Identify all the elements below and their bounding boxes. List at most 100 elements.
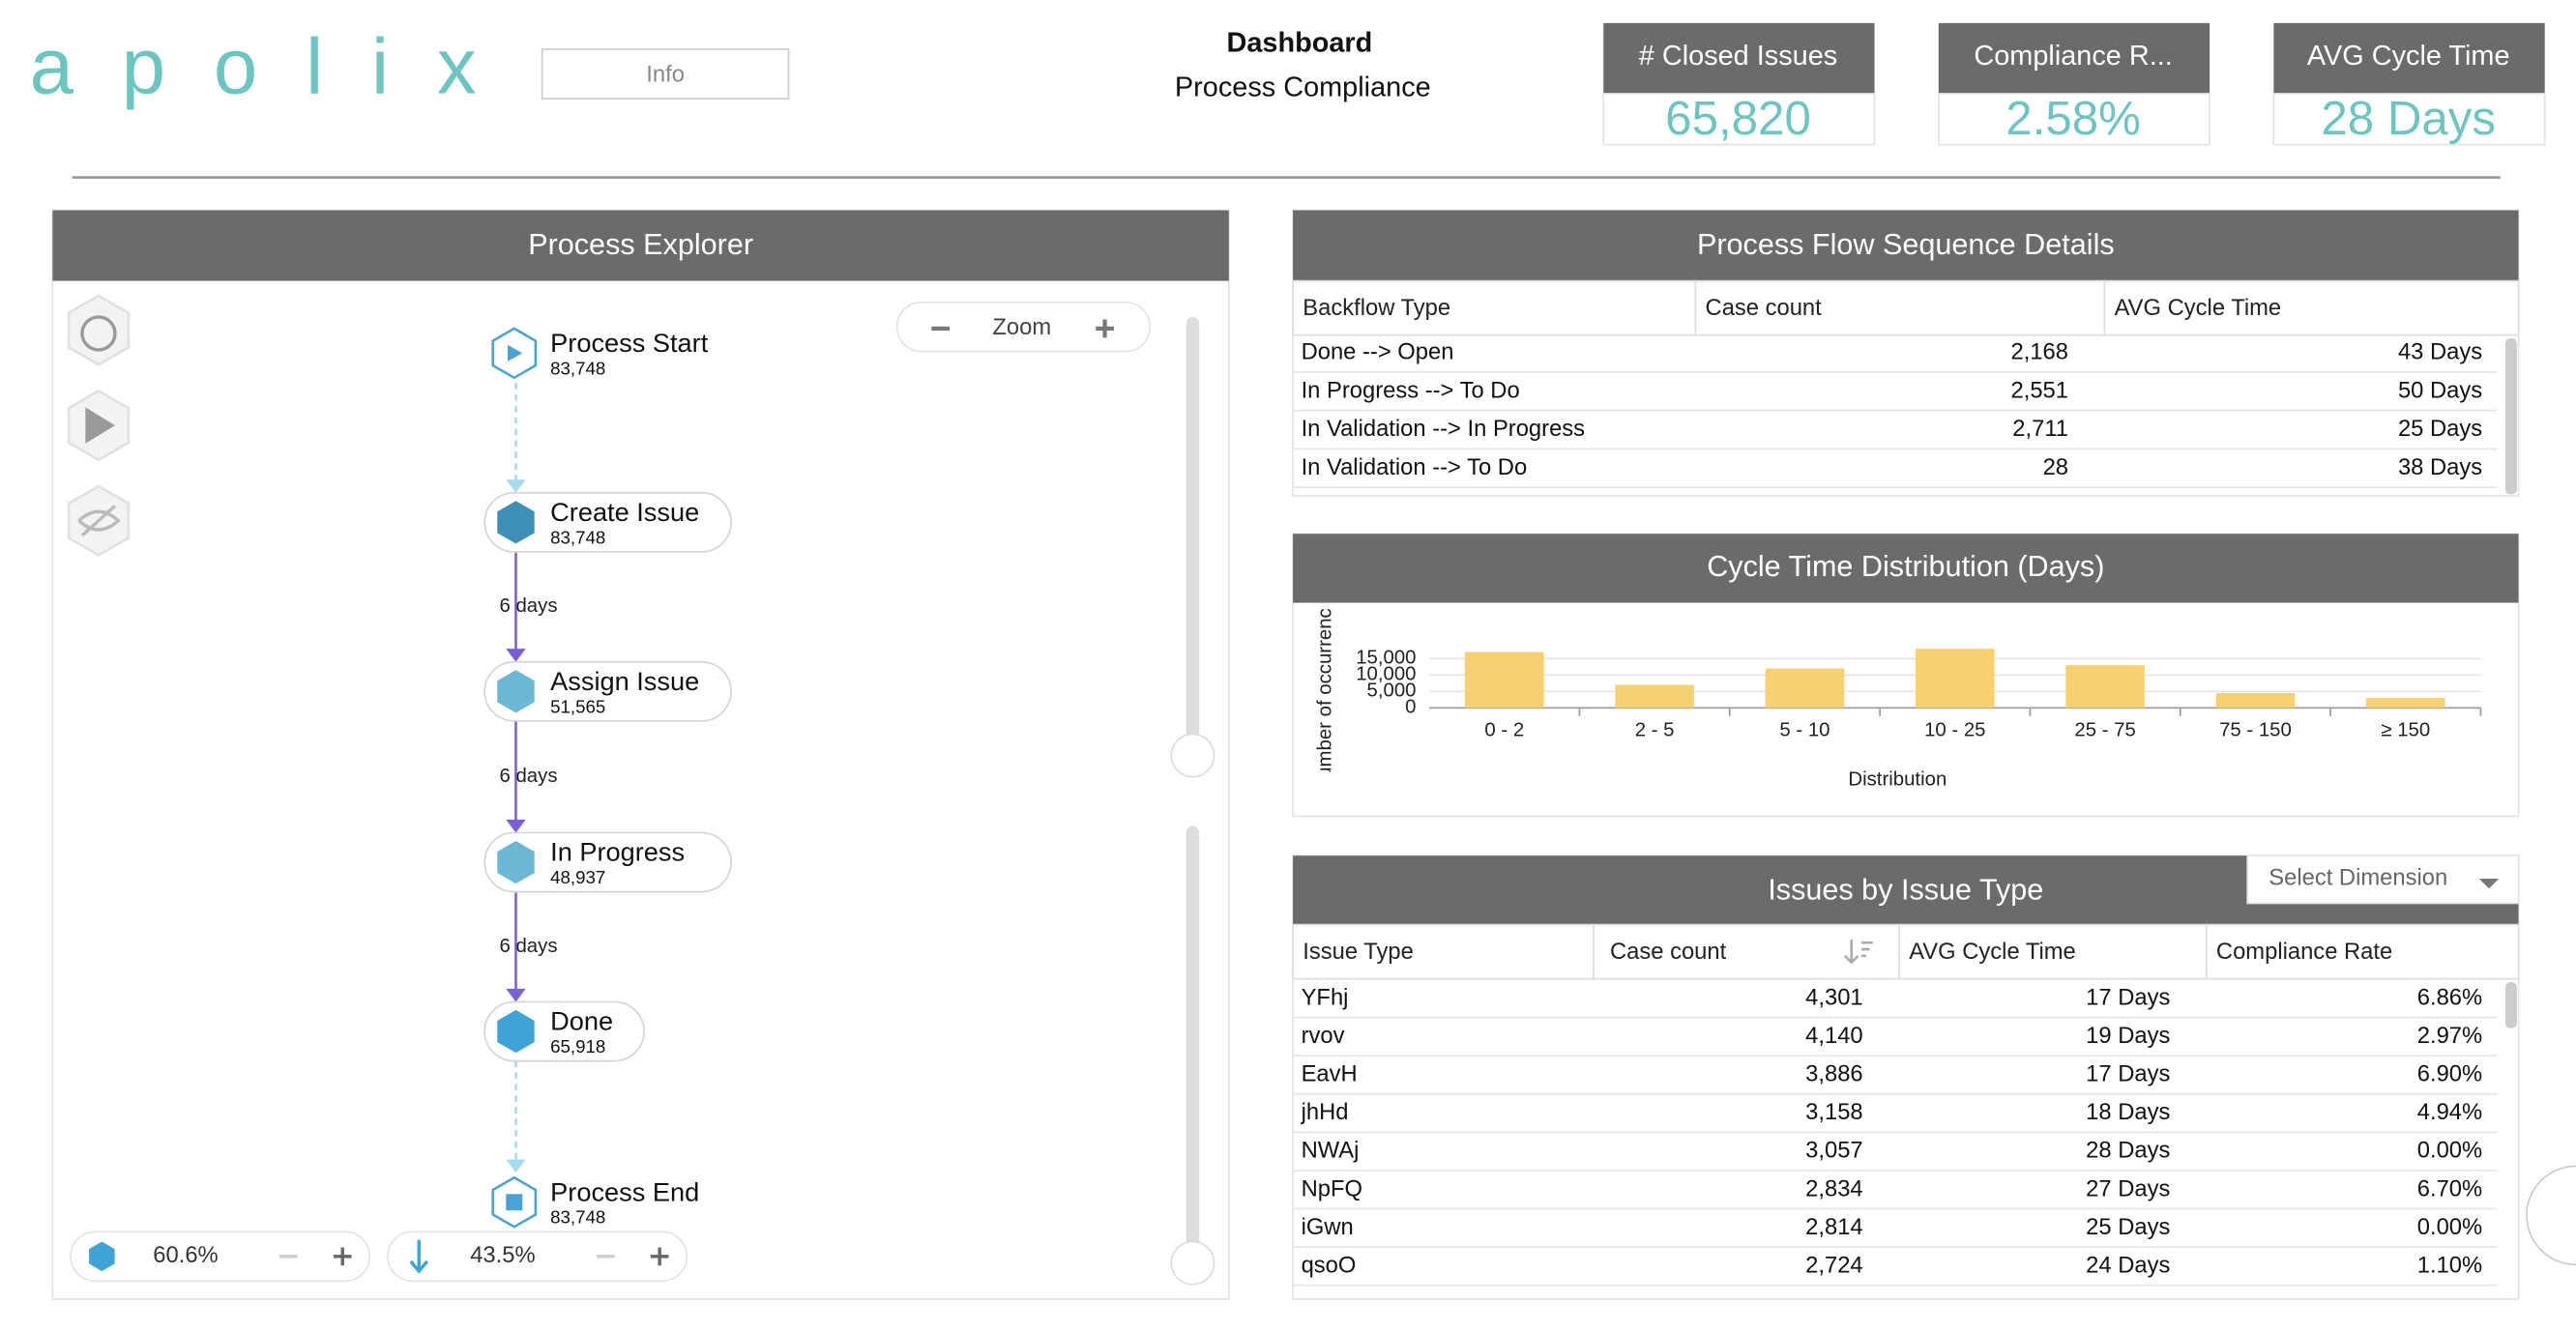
cell: 3,158	[1805, 1099, 1862, 1125]
y-label-clip: Number of occurrences	[1314, 588, 1335, 793]
cell: 19 Days	[2086, 1023, 2170, 1049]
cell: 25 Days	[2398, 416, 2482, 442]
kpi-label: # Closed Issues	[1639, 41, 1837, 72]
node[interactable]	[483, 491, 732, 553]
bar	[2215, 693, 2296, 709]
column-header	[1292, 279, 1697, 336]
cell: 6.86%	[2417, 984, 2482, 1010]
x-tick-label: ≥ 150	[2381, 720, 2430, 741]
node-icon	[497, 501, 535, 544]
node[interactable]	[483, 660, 732, 722]
help-button[interactable]	[2526, 1165, 2576, 1266]
dashboard-subtitle: Process Compliance	[1175, 72, 1431, 102]
cell: YFhj	[1302, 984, 1349, 1010]
node[interactable]	[483, 831, 732, 893]
panel-title: Issues by Issue Type	[1768, 874, 2043, 907]
zoom-in[interactable]	[1096, 319, 1114, 338]
kpi-value: 28 Days	[2321, 92, 2496, 145]
y-axis-label: Number of occurrences	[1314, 588, 1335, 793]
column-header	[1292, 923, 1595, 980]
kpi-label: Compliance R...	[1974, 41, 2172, 72]
x-axis-label: Distribution	[1848, 768, 1947, 790]
column-header	[1898, 923, 2208, 980]
column-label: Case count	[1610, 939, 1727, 965]
slider-control[interactable]	[70, 1231, 371, 1283]
column-header	[2103, 279, 2520, 336]
cell: 2.97%	[2417, 1023, 2482, 1049]
dimension-select-label: Select Dimension	[2269, 864, 2447, 890]
cell: In Validation --> To Do	[1302, 454, 1528, 480]
plus-button[interactable]	[650, 1247, 669, 1266]
kpi-box	[1602, 93, 1876, 146]
node-label: Done	[550, 1006, 613, 1036]
dimension-select[interactable]	[2246, 854, 2520, 905]
cell: 3,886	[1805, 1060, 1862, 1086]
percent-label: 43.5%	[470, 1242, 535, 1268]
node-icon	[497, 840, 535, 884]
node-count: 51,565	[550, 696, 605, 716]
column-header	[2205, 923, 2520, 980]
plus-button[interactable]	[333, 1247, 352, 1266]
dashboard-title: Dashboard	[1226, 28, 1372, 59]
cell: 2,551	[2011, 377, 2068, 403]
cell: 4,140	[1805, 1023, 1862, 1049]
cell: 25 Days	[2086, 1214, 2170, 1240]
cell: 28 Days	[2086, 1138, 2170, 1164]
x-tick-label: 5 - 10	[1779, 720, 1830, 741]
x-tick-label: 25 - 75	[2074, 720, 2135, 741]
cell: 38 Days	[2398, 454, 2482, 480]
dropdown-arrow	[2478, 879, 2500, 889]
edge-label: 6 days	[499, 766, 557, 787]
edge-arrow	[506, 649, 526, 662]
panel-header	[1293, 534, 2519, 603]
column-header	[1593, 923, 1900, 980]
cell: 2,834	[1805, 1175, 1862, 1202]
node-symbol	[507, 344, 523, 362]
cell: 2,711	[2012, 416, 2068, 442]
kpi-box	[1937, 93, 2210, 146]
cell: 28	[2043, 454, 2068, 480]
edge-arrow	[506, 479, 526, 493]
slider-knob[interactable]	[1170, 1240, 1215, 1286]
scroll-track	[1186, 825, 1200, 1263]
tool-button[interactable]	[67, 294, 131, 366]
cell: 0.00%	[2417, 1214, 2482, 1240]
cell: 24 Days	[2086, 1252, 2170, 1278]
hide-icon	[77, 505, 121, 537]
y-tick-label: 5,000	[1367, 680, 1417, 702]
y-tick-label: 10,000	[1356, 664, 1416, 685]
play-icon	[85, 407, 115, 444]
slider-knob[interactable]	[1170, 733, 1215, 778]
cell: EavH	[1302, 1060, 1358, 1086]
chart-title: Cycle Time Distribution (Days)	[1707, 550, 2104, 583]
scroll-track	[1186, 316, 1200, 756]
kpi-label: AVG Cycle Time	[2307, 41, 2510, 72]
percent-label: 60.6%	[153, 1242, 218, 1268]
cell: In Progress --> To Do	[1302, 377, 1520, 403]
sort-icon[interactable]	[1844, 939, 1873, 965]
node-label: In Progress	[550, 837, 685, 867]
node-count: 83,748	[550, 358, 605, 378]
zoom-control[interactable]	[895, 301, 1152, 353]
cell: iGwn	[1302, 1214, 1354, 1240]
kpi-value: 65,820	[1665, 92, 1811, 145]
cell: NpFQ	[1302, 1175, 1362, 1202]
x-tick-label: 10 - 25	[1924, 720, 1985, 741]
slider-control[interactable]	[387, 1231, 688, 1283]
kpi-header	[2273, 22, 2545, 94]
node-icon	[497, 1009, 535, 1054]
panel-header	[1293, 210, 2519, 281]
zoom-label: Zoom	[992, 314, 1051, 340]
node-count: 83,748	[550, 527, 605, 547]
bar	[1465, 652, 1544, 709]
cell: jhHd	[1301, 1099, 1349, 1125]
info-button[interactable]	[541, 48, 790, 100]
edge-arrow	[506, 988, 526, 1002]
cell: 2,724	[1805, 1252, 1862, 1278]
node-icon	[497, 670, 535, 713]
cell: 17 Days	[2086, 1060, 2170, 1086]
node-label: Assign Issue	[550, 666, 699, 696]
x-tick-label: 2 - 5	[1635, 720, 1675, 741]
edge-label: 6 days	[499, 595, 557, 617]
